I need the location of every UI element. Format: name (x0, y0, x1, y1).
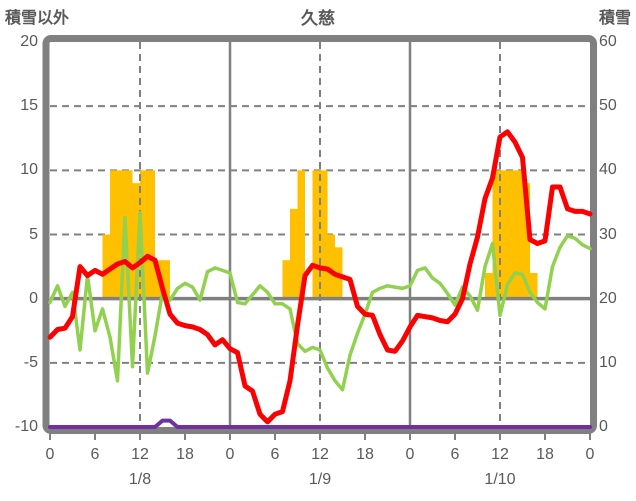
right-axis-tick-label: 30 (599, 225, 617, 243)
orange-bars-bar (102, 234, 110, 299)
x-axis-hour-label: 6 (270, 446, 280, 463)
right-axis-tick-label: 0 (599, 418, 608, 435)
orange-bars-bar (147, 170, 155, 299)
green-line (48, 210, 592, 392)
orange-bars-bar (485, 273, 493, 299)
x-axis-hour-label: 12 (131, 446, 149, 463)
right-axis-tick-label: 10 (599, 353, 617, 371)
x-axis-hour-label: 0 (45, 446, 55, 463)
left-axis-title: 積雪以外 (5, 10, 70, 27)
chart-title: 久慈 (301, 9, 335, 28)
red-line (47, 129, 593, 425)
orange-bars-bar (140, 170, 148, 299)
plot-border (42, 35, 597, 434)
right-axis-title: 積雪 (598, 10, 631, 27)
x-axis-hour-label: 12 (311, 446, 329, 463)
left-axis-tick-label: -5 (23, 353, 38, 371)
x-axis-hour-label: 6 (450, 446, 460, 463)
x-axis-date-label: 1/8 (128, 471, 152, 488)
orange-bars-bar (297, 170, 305, 299)
orange-bars-bar (522, 183, 530, 299)
right-axis-tick-label: 40 (599, 161, 617, 179)
orange-bars-bar (507, 170, 515, 299)
x-axis-hour-label: 18 (536, 446, 554, 463)
orange-bars-bar (500, 170, 508, 299)
x-axis-hour-label: 6 (90, 446, 100, 463)
orange-bars-bar (110, 170, 118, 299)
x-axis-date-label: 1/10 (484, 471, 516, 488)
right-axis-tick-label: 20 (599, 289, 617, 307)
orange-bars-bar (162, 260, 170, 299)
orange-bars-bar (132, 183, 140, 299)
left-axis-tick-label: 5 (29, 225, 38, 243)
x-axis-hour-label: 12 (491, 446, 509, 463)
orange-bars-bar (327, 234, 335, 299)
x-axis-hour-label: 18 (176, 446, 194, 463)
orange-bars-bar (290, 208, 298, 299)
right-axis-tick-label: 60 (599, 33, 617, 50)
purple-line (48, 418, 592, 429)
orange-bars-bar (515, 170, 523, 299)
right-axis-tick-label: 50 (599, 97, 617, 115)
left-axis-tick-label: 0 (29, 289, 38, 307)
left-axis-tick-label: 15 (20, 97, 38, 115)
orange-bars-bar (312, 170, 320, 299)
x-axis-date-label: 1/9 (308, 471, 332, 488)
orange-bars-bar (320, 170, 328, 299)
orange-bars-bar (492, 170, 500, 299)
x-axis-hour-label: 18 (356, 446, 374, 463)
x-axis-hour-label: 0 (405, 446, 415, 463)
x-axis-hour-label: 0 (225, 446, 235, 463)
orange-bars-bar (530, 273, 538, 299)
left-axis-tick-label: 20 (20, 33, 38, 50)
left-axis-tick-label: 10 (20, 161, 38, 179)
x-axis-hour-label: 0 (585, 446, 595, 463)
orange-bars-bar (125, 170, 133, 299)
orange-bars-bar (117, 170, 125, 299)
left-axis-tick-label: -10 (14, 418, 38, 435)
orange-bars-bar (282, 260, 290, 299)
